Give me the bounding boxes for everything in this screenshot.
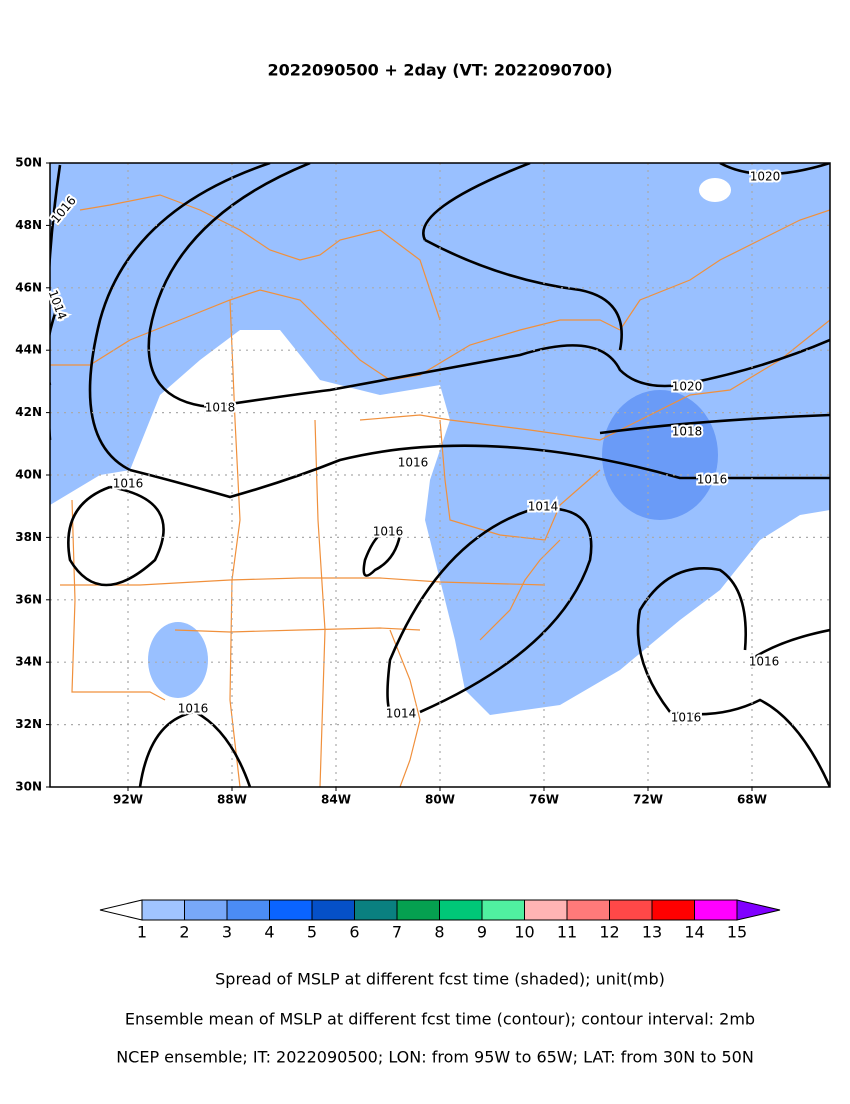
- colorbar-box: [354, 899, 398, 921]
- title: 2022090500 + 2day (VT: 2022090700): [267, 61, 612, 80]
- colorbar-label: 1: [137, 923, 147, 942]
- caption: NCEP ensemble; IT: 2022090500; LON: from…: [116, 1048, 754, 1067]
- colorbar-label: 10: [514, 923, 534, 942]
- colorbar-high: [736, 899, 781, 921]
- lat-label: 46N: [15, 280, 42, 294]
- colorbar-label: 5: [307, 923, 317, 942]
- colorbar-box: [269, 899, 313, 921]
- contour-label: 1018: [205, 401, 236, 415]
- caption: Spread of MSLP at different fcst time (s…: [215, 970, 665, 989]
- lat-label: 40N: [15, 468, 42, 482]
- colorbar-box: [609, 899, 653, 921]
- lat-label: 48N: [15, 218, 42, 232]
- lat-label: 34N: [15, 655, 42, 669]
- contour-label: 1016: [113, 477, 144, 491]
- lon-label: 76W: [529, 793, 559, 807]
- contour-label: 1016: [373, 525, 404, 539]
- colorbar-label: 6: [349, 923, 359, 942]
- colorbar-box: [566, 899, 610, 921]
- contour-label: 1014: [386, 707, 417, 721]
- colorbar-label: 7: [392, 923, 402, 942]
- contour-label: 1016: [671, 711, 702, 725]
- colorbar-label: 2: [179, 923, 189, 942]
- lat-label: 42N: [15, 405, 42, 419]
- lon-label: 72W: [633, 793, 663, 807]
- colorbar-label: 12: [599, 923, 619, 942]
- lat-label: 44N: [15, 343, 42, 357]
- colorbar-box: [396, 899, 440, 921]
- lat-label: 50N: [15, 156, 42, 170]
- lat-label: 32N: [15, 717, 42, 731]
- contour-label: 1016: [697, 473, 728, 487]
- colorbar-box: [311, 899, 355, 921]
- map-frame: [49, 162, 831, 788]
- contour-label: 1020: [750, 170, 781, 184]
- colorbar-box: [226, 899, 270, 921]
- contour-label: 1020: [672, 380, 703, 394]
- colorbar-label: 13: [642, 923, 662, 942]
- lon-label: 84W: [321, 793, 351, 807]
- colorbar-box: [439, 899, 483, 921]
- colorbar: 1 2 3 4 5 6 7 8 9 10 11 12 13 14 15: [99, 899, 781, 942]
- lon-label: 80W: [425, 793, 455, 807]
- colorbar-label: 9: [477, 923, 487, 942]
- lat-label: 38N: [15, 530, 42, 544]
- contour-label: 1016: [749, 655, 780, 669]
- colorbar-label: 8: [434, 923, 444, 942]
- lon-label: 68W: [737, 793, 767, 807]
- colorbar-label: 11: [557, 923, 577, 942]
- contour-label: 1014: [528, 500, 559, 514]
- colorbar-box: [651, 899, 695, 921]
- grid: 50N 48N 46N 44N 42N 40N 38N 36N 34N 32N 30N 92W 88W 8…: [15, 156, 830, 807]
- contour-label: 1016: [178, 702, 209, 716]
- colorbar-low: [99, 899, 143, 921]
- colorbar-box: [141, 899, 185, 921]
- contour-label: 1016: [398, 456, 429, 470]
- colorbar-box: [481, 899, 525, 921]
- colorbar-box: [524, 899, 568, 921]
- colorbar-label: 4: [264, 923, 274, 942]
- lat-label: 36N: [15, 592, 42, 606]
- colorbar-box: [184, 899, 228, 921]
- colorbar-label: 3: [222, 923, 232, 942]
- lat-label: 30N: [15, 780, 42, 794]
- colorbar-box: [694, 899, 738, 921]
- colorbar-label: 15: [727, 923, 747, 942]
- caption: Ensemble mean of MSLP at different fcst …: [125, 1010, 755, 1029]
- lon-label: 92W: [113, 793, 143, 807]
- contour-label: 1018: [672, 425, 703, 439]
- colorbar-label: 14: [684, 923, 704, 942]
- lon-label: 88W: [217, 793, 247, 807]
